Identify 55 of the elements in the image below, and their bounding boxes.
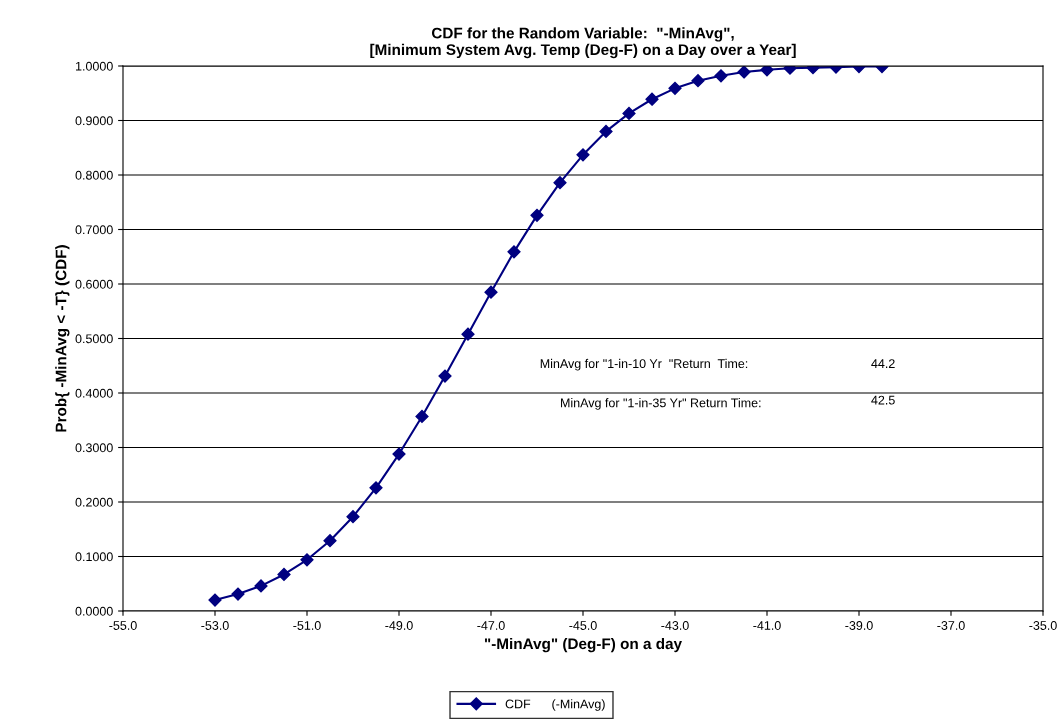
annotation: MinAvg for "1-in-35 Yr" Return Time: (561, 398, 761, 410)
point (277, 567, 291, 582)
y-tick-label: 0.1000 (75, 552, 113, 562)
y-tick-label: 0.5000 (75, 334, 113, 344)
y-tick-label: 0.4000 (75, 388, 113, 398)
y-tick-label: 0.7000 (75, 225, 113, 235)
point (645, 92, 659, 106)
y-tick-label: 1.0000 (76, 61, 113, 71)
y-tick-label: 0.8000 (75, 170, 113, 180)
x-tick-label: -55.0 (109, 621, 137, 630)
point (438, 369, 452, 383)
x-tick-label: -43.0 (661, 621, 689, 630)
point (461, 327, 475, 341)
point (254, 579, 268, 593)
y-tick-label: 0.2000 (75, 497, 113, 507)
annotation: 42.5 (871, 395, 895, 405)
point (300, 553, 314, 567)
x-tick-label: -39.0 (845, 621, 873, 630)
point (760, 66, 774, 77)
x-axis-title: "-MinAvg" (Deg-F) on a day (484, 637, 682, 653)
point (231, 587, 245, 601)
point (484, 285, 498, 299)
point (346, 510, 360, 524)
point (622, 106, 636, 121)
y-tick-label: 0.6000 (75, 279, 113, 289)
x-tick-label: -51.0 (293, 621, 321, 630)
x-tick-label: -35.0 (1029, 621, 1057, 630)
y-tick-label: 0.3000 (75, 443, 113, 453)
point (392, 447, 406, 461)
point (415, 409, 429, 424)
point (737, 66, 751, 79)
point (714, 69, 728, 83)
x-tick-label: -49.0 (385, 621, 413, 630)
x-tick-label: -53.0 (201, 621, 229, 630)
point (599, 124, 613, 138)
annotation: MinAvg for "1-in-10 Yr "Return Time: (540, 358, 748, 371)
x-tick-label: -41.0 (753, 621, 781, 630)
y-tick-label: 0.9000 (75, 116, 113, 126)
point (553, 176, 567, 190)
point (323, 534, 337, 548)
y-tick-label: 0.0000 (75, 606, 113, 616)
chart-title: CDF for the Random Variable: "-MinAvg", [Minimum System Avg. Temp (Deg-F) on a Day over a Year] (370, 27, 796, 59)
x-tick-label: -37.0 (937, 621, 965, 630)
point (369, 481, 383, 495)
point (691, 74, 705, 88)
point (576, 148, 590, 162)
point (208, 593, 222, 607)
point (668, 81, 682, 95)
legend-label: CDF (-MinAvg) (505, 699, 605, 711)
y-axis-title: Prob{ -MinAvg < -T} (CDF) (55, 245, 70, 432)
point (530, 208, 544, 222)
x-tick-label: -45.0 (569, 621, 597, 630)
annotation: 44.2 (871, 359, 895, 368)
x-tick-label: -47.0 (477, 621, 505, 630)
point (507, 245, 521, 259)
